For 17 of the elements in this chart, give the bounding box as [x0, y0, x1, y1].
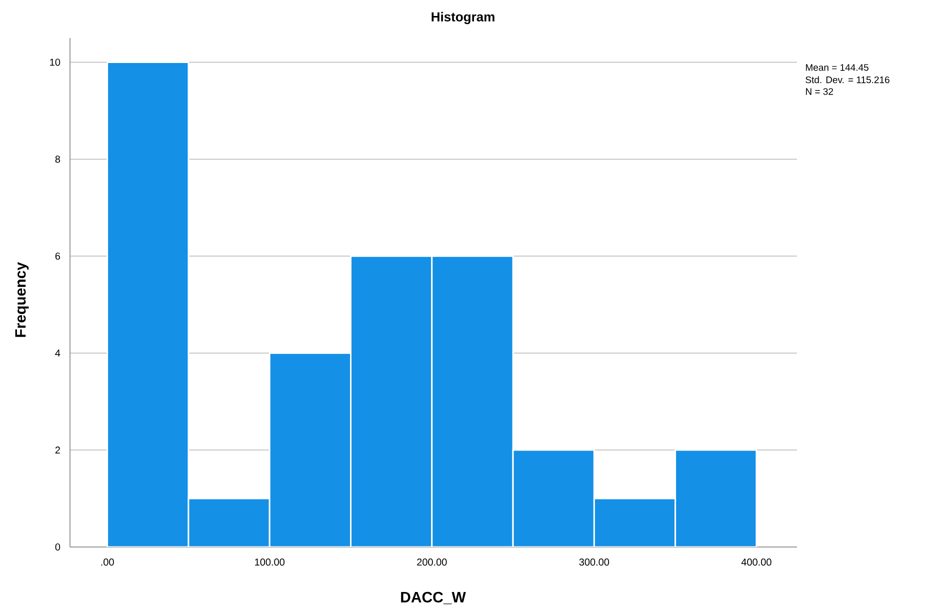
y-tick-label: 2 [55, 446, 60, 454]
x-tick-label: 300.00 [579, 558, 610, 566]
x-tick-label: 100.00 [255, 558, 285, 566]
y-tick-label: 6 [55, 252, 60, 260]
text: Mean = 144.45 [806, 64, 868, 71]
x-tick-label: .00 [101, 558, 114, 566]
y-axis-title: Frequency [15, 262, 29, 337]
text: Std. Dev. = 115.216 [806, 76, 890, 84]
y-tick-label: 0 [55, 543, 60, 551]
chart-title: Histogram [432, 12, 494, 24]
x-tick-label: 400.00 [741, 558, 772, 566]
x-axis-title: DACC_W [401, 592, 466, 604]
text: N = 32 [806, 88, 833, 95]
y-tick-label: 10 [50, 58, 60, 66]
x-tick-label: 200.00 [417, 558, 447, 566]
y-tick-label: 4 [55, 350, 60, 357]
y-tick-label: 8 [55, 156, 60, 163]
